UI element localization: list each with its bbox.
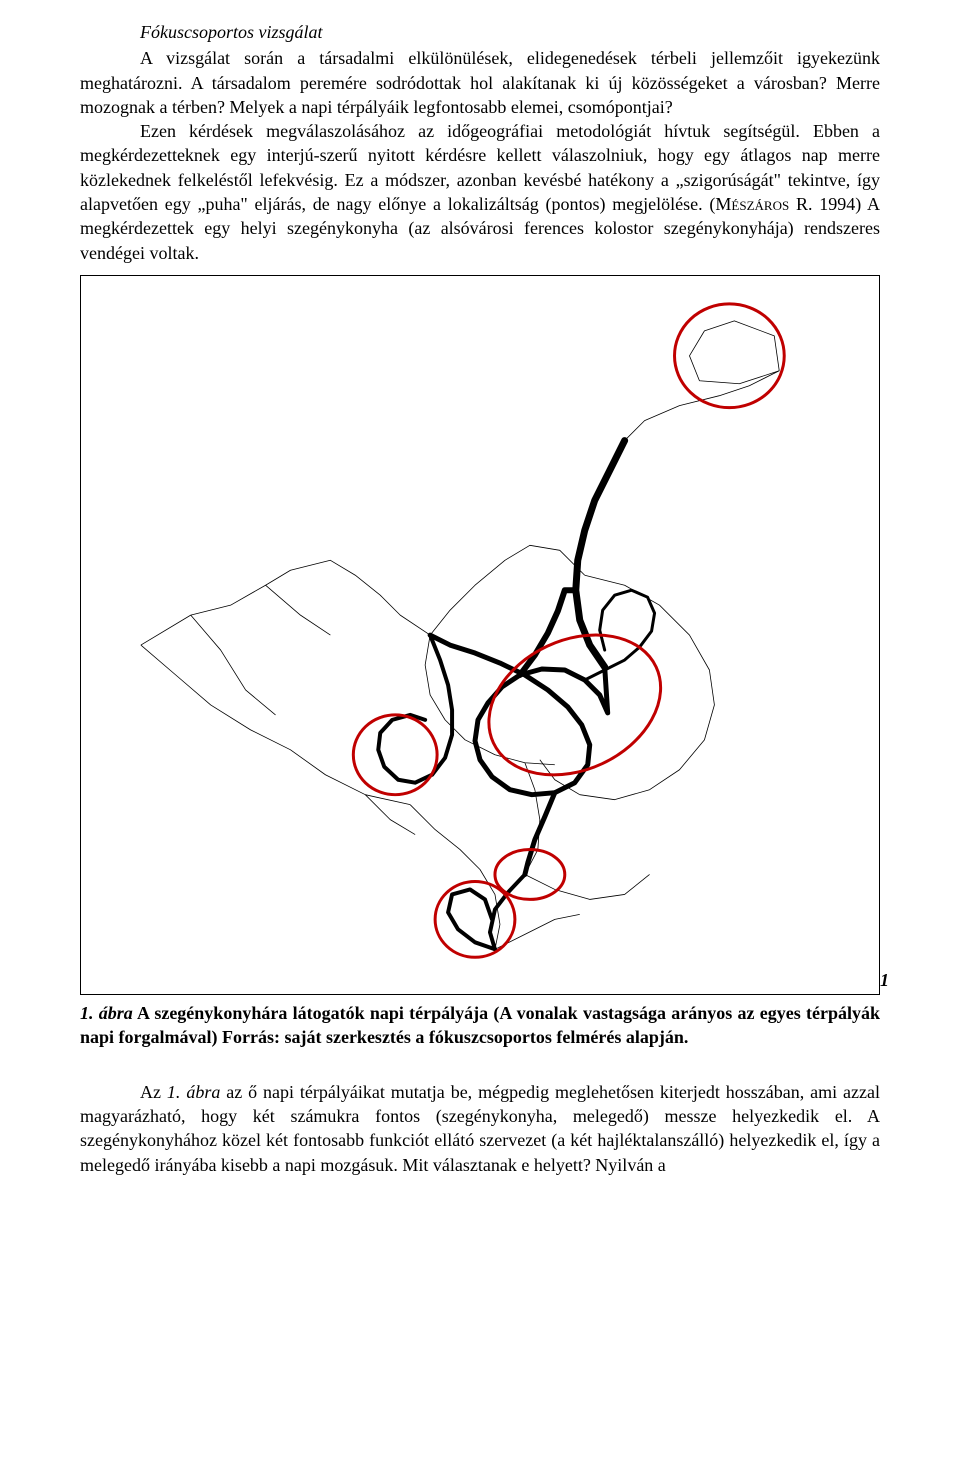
paragraph-3: Az 1. ábra az ő napi térpályáikat mutatj… bbox=[80, 1080, 880, 1177]
figure-ref: 1. ábra bbox=[167, 1082, 220, 1102]
figure-1-container: 1 bbox=[80, 275, 880, 995]
figure-caption-text: A szegénykonyhára látogatók napi térpály… bbox=[80, 1003, 880, 1047]
paragraph-1: A vizsgálat során a társadalmi elkülönül… bbox=[80, 46, 880, 119]
map-figure bbox=[81, 276, 879, 994]
para1-text: A vizsgálat során a társadalmi elkülönül… bbox=[80, 48, 880, 117]
para3a-text: Az bbox=[140, 1082, 167, 1102]
figure-page-marker: 1 bbox=[880, 968, 889, 992]
figure-number: 1. ábra bbox=[80, 1003, 133, 1023]
map-background bbox=[81, 276, 879, 994]
author-ref: Mészáros R. bbox=[715, 194, 812, 214]
section-title: Fókuscsoportos vizsgálat bbox=[80, 20, 880, 44]
paragraph-2: Ezen kérdések megválaszolásához az időge… bbox=[80, 119, 880, 265]
figure-1-caption: 1. ábra A szegénykonyhára látogatók napi… bbox=[80, 1001, 880, 1050]
